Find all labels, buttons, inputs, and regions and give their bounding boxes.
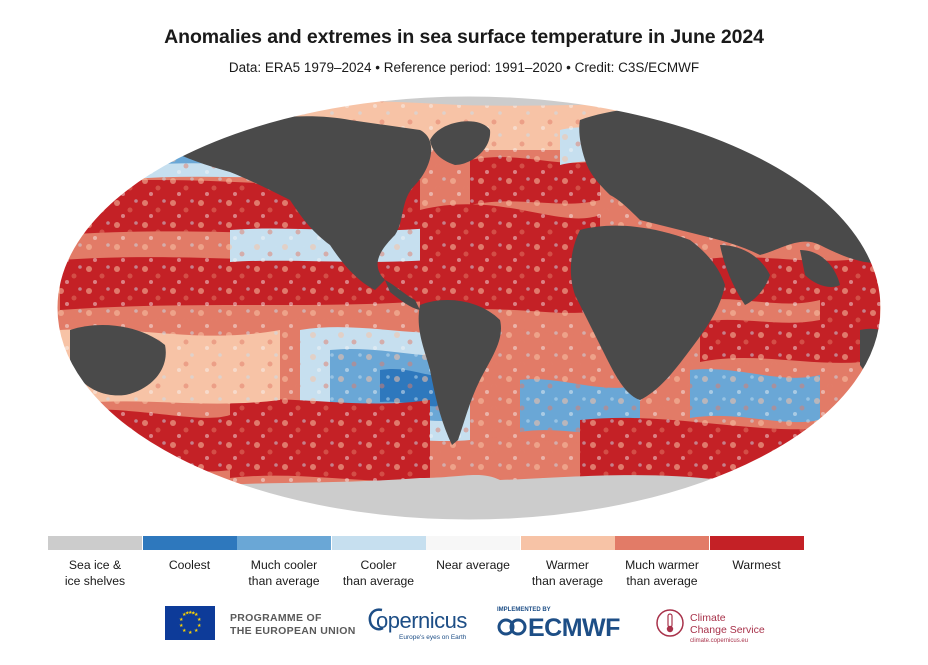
- ecmwf-wordmark: ECMWF: [528, 614, 620, 642]
- legend-swatch: [426, 536, 520, 550]
- legend-item: Near average: [426, 536, 520, 573]
- svg-text:★: ★: [182, 612, 187, 618]
- map-title: Anomalies and extremes in sea surface te…: [164, 26, 764, 48]
- legend-item: Warmest: [709, 536, 804, 573]
- ecmwf-logo-icon: [497, 618, 527, 636]
- world-sst-map: [56, 95, 882, 521]
- legend-swatch: [48, 536, 142, 550]
- legend-swatch: [142, 536, 237, 550]
- c3s-url: climate.copernicus.eu: [690, 638, 749, 644]
- svg-text:★: ★: [194, 612, 199, 618]
- c3s-thermometer-icon: [656, 609, 684, 637]
- copernicus-logo-icon: [368, 608, 384, 631]
- legend-swatch: [520, 536, 615, 550]
- land-masses: [60, 96, 881, 520]
- legend-item: Warmer than average: [520, 536, 615, 589]
- legend-label: Warmest: [732, 558, 781, 572]
- legend-label: Sea ice & ice shelves: [64, 558, 126, 588]
- ocean-anomaly-field: [57, 96, 881, 520]
- svg-text:★: ★: [188, 610, 193, 616]
- svg-text:★: ★: [191, 611, 196, 617]
- legend-label: Near average: [436, 558, 510, 572]
- svg-text:★: ★: [194, 628, 199, 634]
- legend-swatch: [709, 536, 804, 550]
- legend-label: Much cooler than average: [248, 558, 320, 588]
- svg-text:★: ★: [185, 611, 190, 617]
- legend-label: Much warmer than average: [625, 558, 699, 588]
- copernicus-tagline: Europe's eyes on Earth: [399, 634, 467, 641]
- svg-text:★: ★: [182, 628, 187, 634]
- legend-item: Sea ice & ice shelves: [48, 536, 142, 589]
- legend-label: Coolest: [168, 558, 211, 572]
- eu-flag-icon: ★ ★ ★ ★ ★ ★ ★ ★ ★ ★ ★ ★: [165, 606, 215, 640]
- eu-programme-text: PROGRAMME OF THE EUROPEAN UNION: [230, 612, 356, 637]
- legend-item: Much warmer than average: [615, 536, 709, 589]
- c3s-name: Climate Change Service: [690, 612, 765, 636]
- legend-item: Cooler than average: [331, 536, 426, 589]
- svg-text:★: ★: [179, 617, 184, 623]
- map-subtitle: Data: ERA5 1979–2024 • Reference period:…: [228, 60, 700, 75]
- legend-swatch: [615, 536, 709, 550]
- svg-text:★: ★: [197, 617, 202, 623]
- legend-swatch: [331, 536, 426, 550]
- ecmwf-implemented-label: IMPLEMENTED BY: [497, 607, 551, 613]
- legend-item: Coolest: [142, 536, 237, 573]
- copernicus-wordmark: opernicus: [376, 608, 467, 633]
- legend-label: Warmer than average: [531, 558, 604, 588]
- svg-text:★: ★: [188, 630, 193, 636]
- logo-bar: ★ ★ ★ ★ ★ ★ ★ ★ ★ ★ ★ ★ PROGRAMME OF THE EUROPEA…: [0, 604, 928, 660]
- legend-label: Cooler than average: [342, 558, 415, 588]
- map-border: [56, 95, 882, 521]
- svg-text:★: ★: [197, 623, 202, 629]
- svg-text:★: ★: [179, 623, 184, 629]
- legend-swatch: [237, 536, 331, 550]
- legend-item: Much cooler than average: [237, 536, 331, 589]
